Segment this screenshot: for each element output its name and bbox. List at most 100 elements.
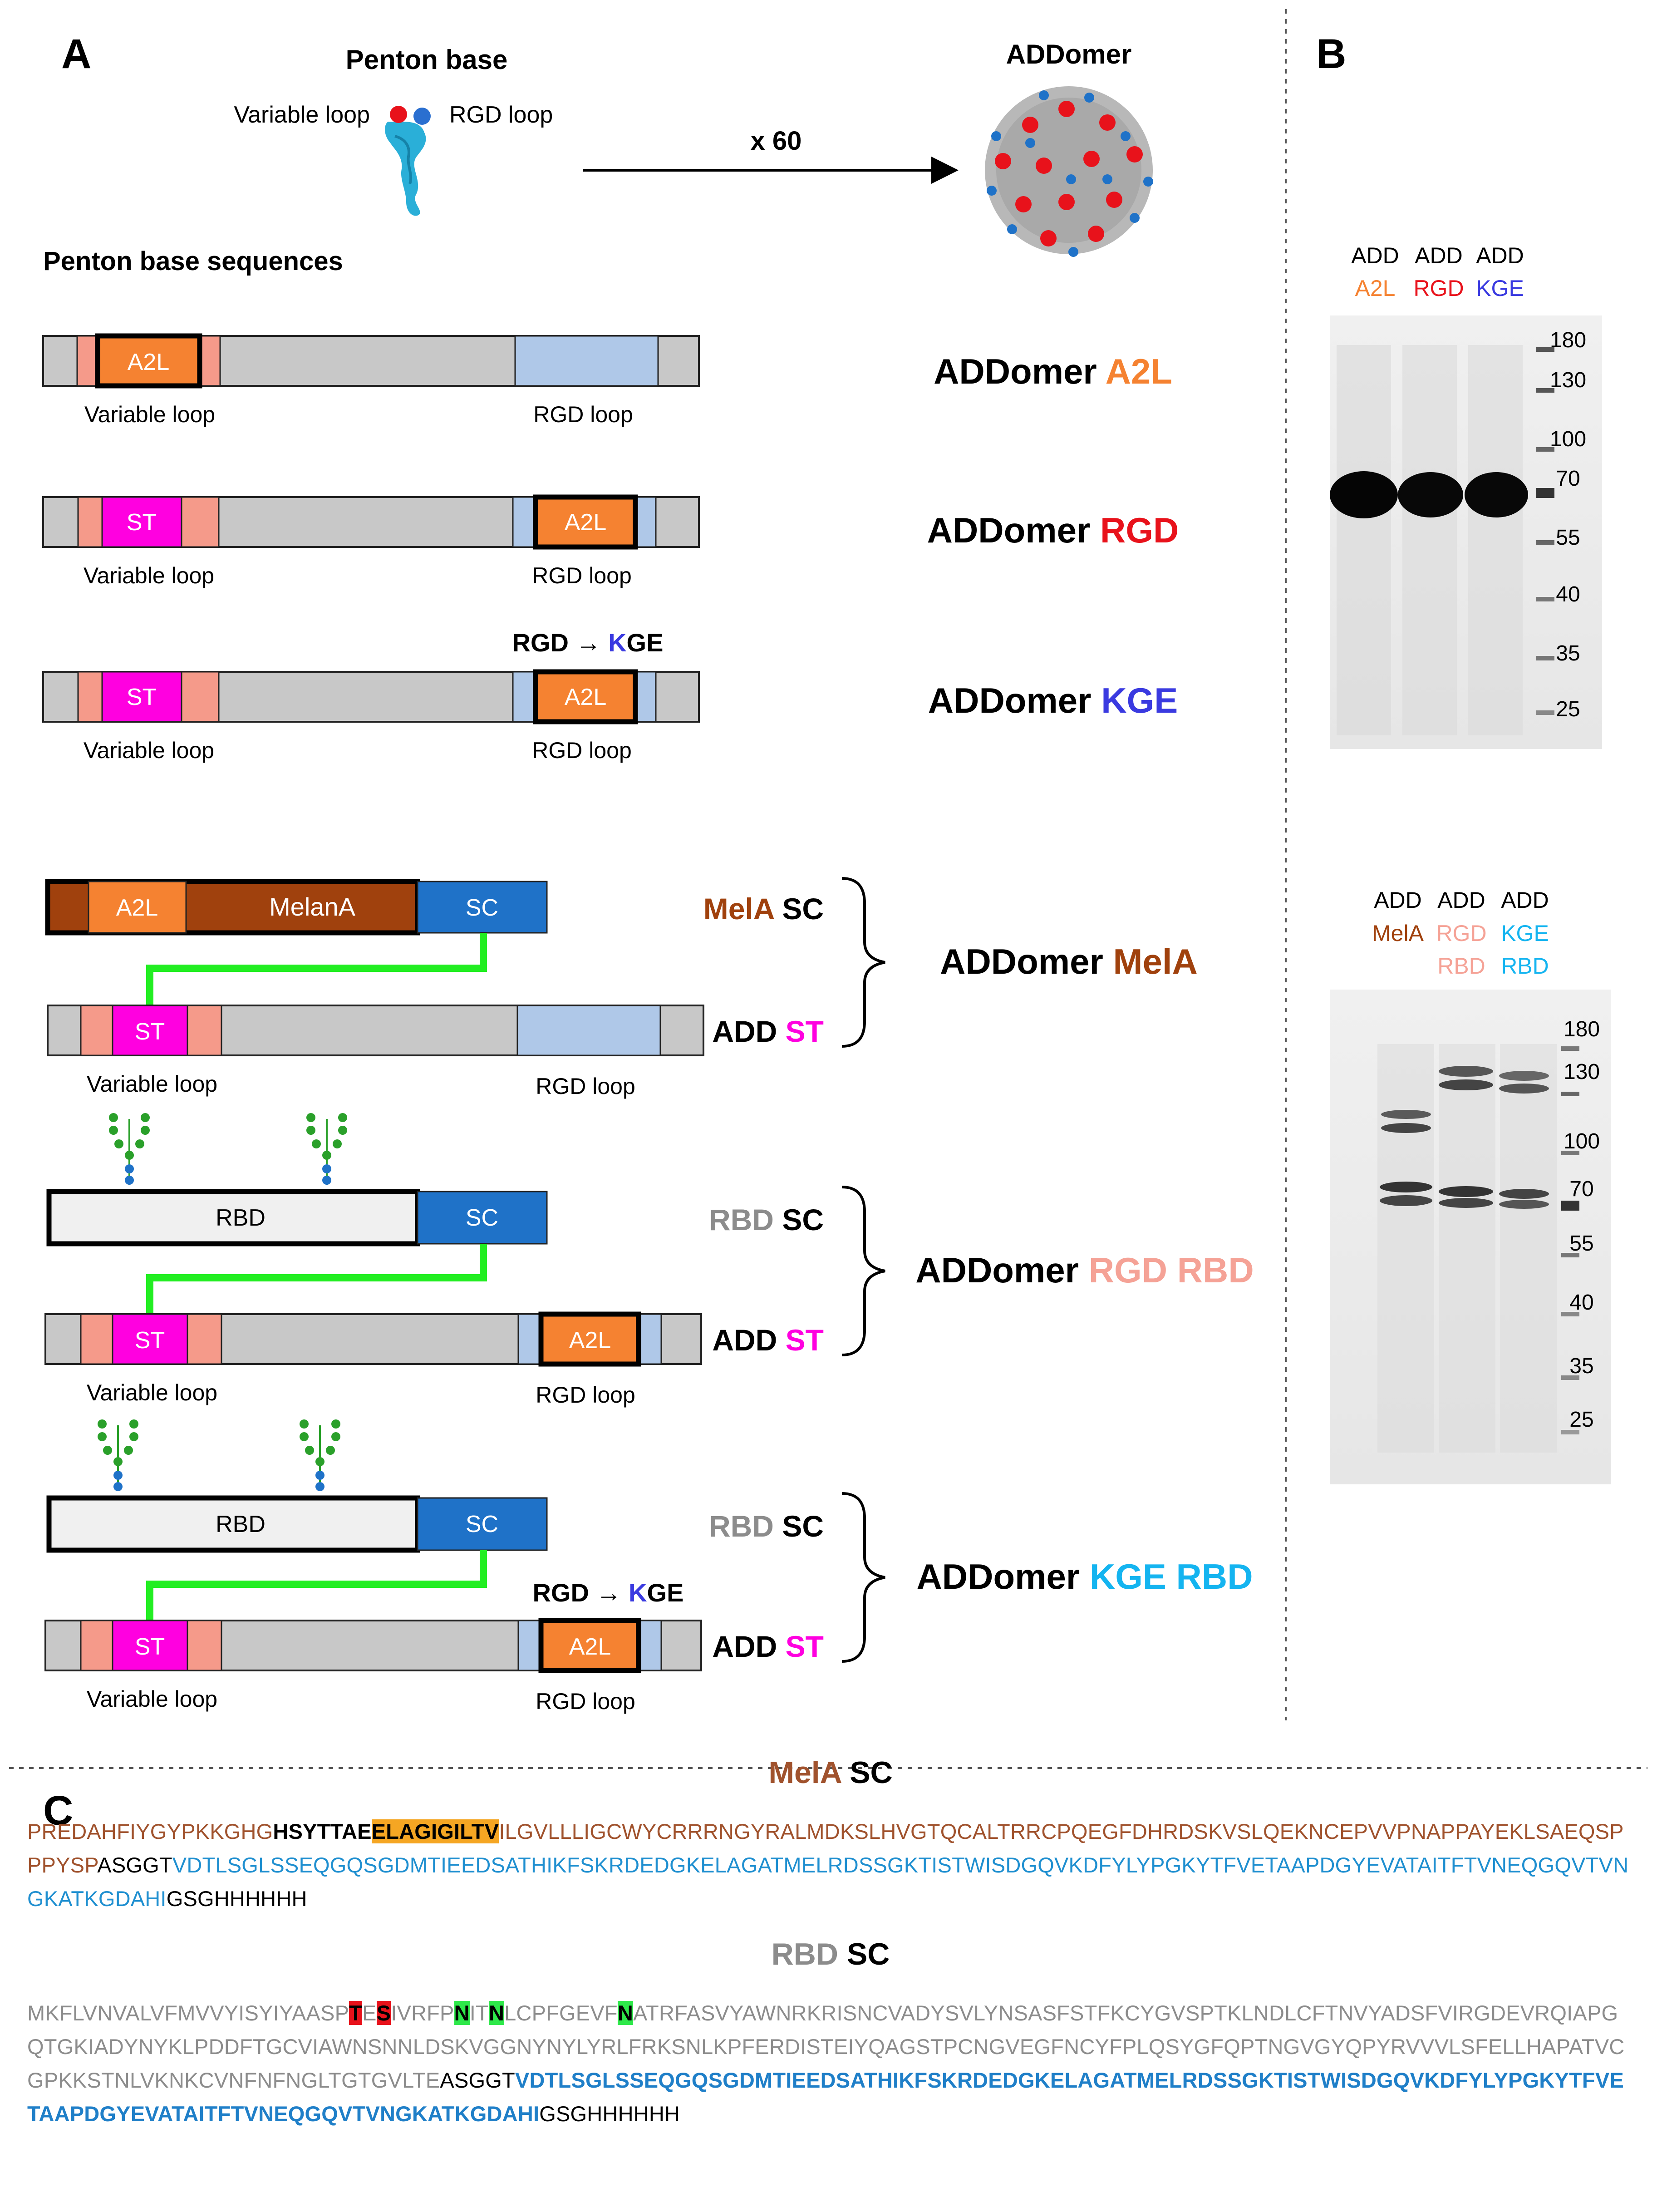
rgd-loop-label: RGD loop — [533, 402, 633, 427]
sequence-panel: MelA SC PREDAHFIYGYPKKGHGHSYTTAEELAGIGIL… — [27, 1752, 1634, 2206]
rbd-sc-label: RBD SC — [709, 1509, 824, 1543]
gel-marker: 35 — [1556, 641, 1580, 665]
gel-ladder-band — [1561, 1375, 1579, 1380]
melana-label: MelanA — [269, 892, 356, 921]
rgd-loop-segment — [514, 335, 659, 387]
add-st-label: ADD ST — [712, 1323, 824, 1357]
glycan-icon — [109, 1113, 150, 1185]
gel-lane-label: ADD — [1351, 243, 1399, 268]
gel-band — [1439, 1066, 1493, 1077]
gel-lane-label: A2L — [1355, 276, 1396, 301]
gel-lane-smear — [1402, 345, 1457, 735]
brace — [841, 877, 885, 1048]
site-highlight-red: S — [376, 2001, 391, 2025]
gel-lane-label: ADD — [1437, 887, 1485, 913]
gel-band — [1465, 472, 1528, 517]
variable-loop-label: Variable loop — [84, 563, 214, 588]
st-label: ST — [127, 684, 157, 710]
spytag-linker — [146, 933, 487, 1005]
gel-marker: 100 — [1550, 427, 1586, 451]
gel-lane-label: MelA — [1372, 921, 1424, 946]
gel-ladder-band — [1536, 488, 1554, 498]
a2l-label: A2L — [569, 1327, 611, 1354]
spytag-linker — [146, 1550, 487, 1621]
seq-part: VDTLSGLSSEQGQSGDMTIEEDSATHIKFSKRDEDGKELA… — [27, 1853, 1629, 1911]
rbd-title-name: RBD — [771, 1937, 838, 1971]
sc-label: SC — [466, 1205, 498, 1231]
gel-bottom: ADD MelA ADD RGD RBD ADD KGE RBD 180 130 — [1330, 887, 1611, 1484]
rbd-sc-label: RBD SC — [709, 1203, 824, 1237]
glycosylation-site-highlight: N — [454, 2001, 470, 2025]
gel-band — [1381, 1123, 1431, 1133]
gel-ladder-band — [1561, 1046, 1579, 1051]
gel-marker: 70 — [1569, 1177, 1593, 1201]
gel-marker: 40 — [1569, 1291, 1593, 1315]
a2l-block — [533, 494, 638, 550]
gel-lane-label: ADD — [1501, 887, 1549, 913]
gel-marker: 55 — [1569, 1232, 1593, 1256]
construct-name: ADDomer RGD — [927, 510, 1179, 550]
gel-ladder-band — [1536, 597, 1554, 601]
mela-title-name: MelA — [768, 1755, 841, 1790]
variable-loop-label: Variable loop — [84, 738, 214, 763]
gel-ladder-band — [1561, 1151, 1579, 1155]
rgd-loop-dot — [413, 108, 431, 125]
construct-row-kge: RGD → KGE ST A2L Variable loop RGD loop … — [42, 628, 1178, 763]
gel-band — [1380, 1195, 1432, 1206]
panel-label-a: A — [61, 31, 91, 77]
sequences-title: Penton base sequences — [43, 246, 343, 276]
multiplier-label: x 60 — [751, 126, 802, 156]
seq-part: ASGGT — [440, 2068, 515, 2092]
seq-part: GSGHHHHHH — [539, 2102, 680, 2126]
gel-lane-label: KGE — [1476, 276, 1524, 301]
construct-group-kge-rbd: RBD SC RGD → KGE ST A2L Variable loop RG… — [44, 1419, 1253, 1714]
glycan-icon — [306, 1113, 347, 1185]
gel-band — [1330, 471, 1398, 518]
brace — [841, 1186, 885, 1356]
gel-marker: 55 — [1556, 526, 1580, 550]
gel-lane-label: RGD — [1413, 276, 1464, 301]
a2l-label: A2L — [565, 684, 607, 710]
st-block — [112, 1005, 188, 1056]
gel-band — [1439, 1186, 1493, 1197]
mela-title-sc: SC — [850, 1755, 893, 1790]
gel-band — [1499, 1189, 1549, 1199]
sc-label: SC — [466, 1511, 498, 1537]
gel-band — [1381, 1110, 1431, 1119]
a2l-block — [538, 1311, 641, 1367]
gel-marker: 35 — [1569, 1354, 1593, 1378]
gel-marker: 180 — [1564, 1017, 1600, 1041]
gel-lane-smear — [1468, 345, 1523, 735]
variable-loop-header-label: Variable loop — [234, 102, 370, 128]
gel-band — [1439, 1198, 1493, 1208]
mela-sc-label: MelA SC — [703, 892, 824, 926]
rgd-loop-segment — [516, 1005, 661, 1056]
construct-name: ADDomer KGE — [928, 680, 1178, 720]
mela-sequence-title: MelA SC — [27, 1752, 1634, 1793]
rbd-label: RBD — [216, 1511, 266, 1537]
gel-lane-smear — [1377, 1044, 1434, 1453]
a2l-block — [533, 669, 638, 724]
glycosylation-site-highlight: N — [488, 2001, 505, 2025]
gel-band — [1499, 1071, 1549, 1081]
gel-lane-smear — [1439, 1044, 1495, 1453]
gel-lane-smear — [1337, 345, 1391, 735]
spytag-linker — [146, 1244, 487, 1314]
glycan-icon — [300, 1419, 340, 1491]
construct-name: ADDomer RGD RBD — [915, 1250, 1254, 1290]
seq-part: ATRFASVYAWNRKRISNCVADYSVLYNSASFSTFKCYGVS… — [27, 2001, 1625, 2092]
st-block — [112, 1620, 188, 1671]
construct-name: ADDomer MelA — [940, 941, 1198, 981]
st-label: ST — [135, 1327, 165, 1354]
a2l-block — [95, 333, 202, 389]
panel-label-c: C — [43, 1788, 73, 1834]
variable-loop-label: Variable loop — [87, 1071, 217, 1097]
seq-part: GSGHHHHHH — [166, 1887, 307, 1911]
variable-loop-label: Variable loop — [87, 1380, 217, 1405]
rgd-loop-label: RGD loop — [532, 563, 632, 588]
gel-ladder-band — [1561, 1430, 1579, 1434]
gel-lane-label: KGE — [1501, 921, 1549, 946]
penton-base-icon — [385, 106, 431, 216]
gel-ladder-band — [1536, 540, 1554, 545]
